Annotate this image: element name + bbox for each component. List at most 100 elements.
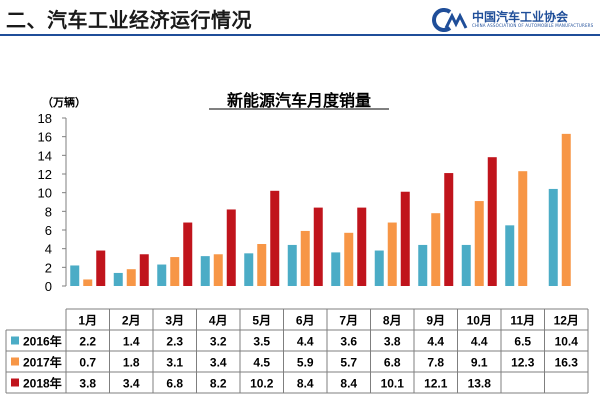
x-tick-label: 3月 <box>165 314 184 328</box>
x-tick-label: 9月 <box>426 314 445 328</box>
data-label: 3.8 <box>384 335 401 349</box>
bar-2017年-6月 <box>300 230 310 286</box>
bar-2017年-11月 <box>518 171 528 286</box>
legend-label: 2016年 <box>23 334 62 349</box>
y-tick-label: 8 <box>45 204 52 219</box>
y-tick-label: 14 <box>38 148 52 163</box>
bar-2017年-5月 <box>257 244 267 286</box>
data-label: 6.8 <box>384 356 401 370</box>
bar-2018年-1月 <box>96 250 106 286</box>
bar-2016年-3月 <box>157 264 167 286</box>
x-tick-label: 7月 <box>339 314 358 328</box>
bar-2016年-9月 <box>418 244 428 286</box>
bar-2018年-3月 <box>183 222 193 286</box>
y-tick-label: 18 <box>38 111 52 126</box>
bar-2018年-2月 <box>139 254 149 286</box>
bar-2016年-5月 <box>244 253 254 286</box>
data-label: 8.4 <box>297 377 314 391</box>
data-label: 3.2 <box>210 335 227 349</box>
y-tick-label: 16 <box>38 130 52 145</box>
caam-logo: 中国汽车工业协会 CHINA ASSOCIATION OF AUTOMOBILE… <box>432 8 596 32</box>
data-label: 5.7 <box>340 356 357 370</box>
bar-2016年-2月 <box>113 272 123 286</box>
data-label: 2.3 <box>166 335 183 349</box>
data-label: 4.5 <box>253 356 270 370</box>
legend-label: 2018年 <box>23 376 62 391</box>
data-label: 6.5 <box>514 335 531 349</box>
bar-2017年-3月 <box>170 257 180 286</box>
data-label: 3.8 <box>79 377 96 391</box>
bar-2018年-4月 <box>226 209 236 286</box>
y-tick-label: 4 <box>45 242 52 257</box>
title-divider <box>0 34 600 36</box>
data-label: 12.3 <box>511 356 535 370</box>
data-label: 3.6 <box>340 335 357 349</box>
data-label: 13.8 <box>468 377 492 391</box>
bar-2018年-8月 <box>400 191 410 286</box>
x-tick-label: 4月 <box>209 314 228 328</box>
legend-label: 2017年 <box>23 355 62 370</box>
y-tick-label: 10 <box>38 186 52 201</box>
y-tick-label: 0 <box>45 279 52 294</box>
data-label: 8.4 <box>340 377 357 391</box>
y-axis-unit: （万辆） <box>42 95 86 109</box>
data-label: 4.4 <box>471 335 488 349</box>
bar-2016年-10月 <box>461 244 471 286</box>
data-label: 1.8 <box>123 356 140 370</box>
data-table: 1月 2月 3月 4月 5月 6月 7月 8月 9月 10月 11月 12月 2016年 2.2 1.4 2.… <box>5 308 589 394</box>
data-label: 3.5 <box>253 335 270 349</box>
bar-2016年-1月 <box>70 265 80 286</box>
caam-logo-icon <box>432 8 468 32</box>
bar-2016年-12月 <box>548 188 558 286</box>
data-label: 4.4 <box>427 335 444 349</box>
bar-2018年-10月 <box>487 157 497 286</box>
bar-2016年-11月 <box>505 225 515 286</box>
bar-2016年-8月 <box>374 250 384 286</box>
data-label: 4.4 <box>297 335 314 349</box>
bar-2018年-7月 <box>357 207 367 286</box>
bar-2017年-8月 <box>387 222 397 286</box>
data-label: 5.9 <box>297 356 314 370</box>
plot-area: 0 2 4 6 8 10 12 14 16 18 <box>38 111 571 294</box>
bar-2017年-12月 <box>561 133 571 286</box>
x-tick-label: 10月 <box>467 314 492 328</box>
data-label: 3.4 <box>210 356 227 370</box>
page-title: 二、汽车工业经济运行情况 <box>6 8 252 32</box>
data-label: 8.2 <box>210 377 227 391</box>
data-label: 1.4 <box>123 335 140 349</box>
bar-2016年-6月 <box>287 244 297 286</box>
bar-2017年-7月 <box>344 232 354 286</box>
logo-text: 中国汽车工业协会 <box>472 10 569 24</box>
bar-2017年-2月 <box>126 269 136 286</box>
legend-swatch <box>11 378 19 387</box>
bar-2017年-4月 <box>213 254 223 286</box>
bar-2018年-5月 <box>270 190 280 286</box>
data-label: 10.4 <box>555 335 579 349</box>
logo-subtext: CHINA ASSOCIATION OF AUTOMOBILE MANUFACT… <box>472 23 594 28</box>
x-tick-label: 12月 <box>554 314 579 328</box>
legend-swatch <box>11 357 19 366</box>
data-label: 10.1 <box>381 377 405 391</box>
x-tick-label: 11月 <box>510 314 535 328</box>
bar-2016年-4月 <box>200 256 210 286</box>
chart-title: 新能源汽车月度销量 <box>227 91 371 110</box>
data-label: 6.8 <box>166 377 183 391</box>
data-label: 10.2 <box>250 377 274 391</box>
x-tick-label: 6月 <box>296 314 315 328</box>
y-tick-label: 6 <box>45 223 52 238</box>
data-label: 9.1 <box>471 356 488 370</box>
y-tick-label: 2 <box>45 260 52 275</box>
data-label: 12.1 <box>424 377 448 391</box>
x-tick-label: 8月 <box>383 314 402 328</box>
legend-swatch <box>11 336 19 345</box>
data-label: 3.1 <box>166 356 183 370</box>
y-tick-label: 12 <box>38 167 52 182</box>
data-label: 0.7 <box>79 356 96 370</box>
bar-2017年-1月 <box>83 279 93 286</box>
x-tick-label: 1月 <box>78 314 97 328</box>
x-tick-label: 5月 <box>252 314 271 328</box>
bar-2016年-7月 <box>331 252 341 286</box>
data-label: 3.4 <box>123 377 140 391</box>
bar-2018年-9月 <box>444 173 454 286</box>
